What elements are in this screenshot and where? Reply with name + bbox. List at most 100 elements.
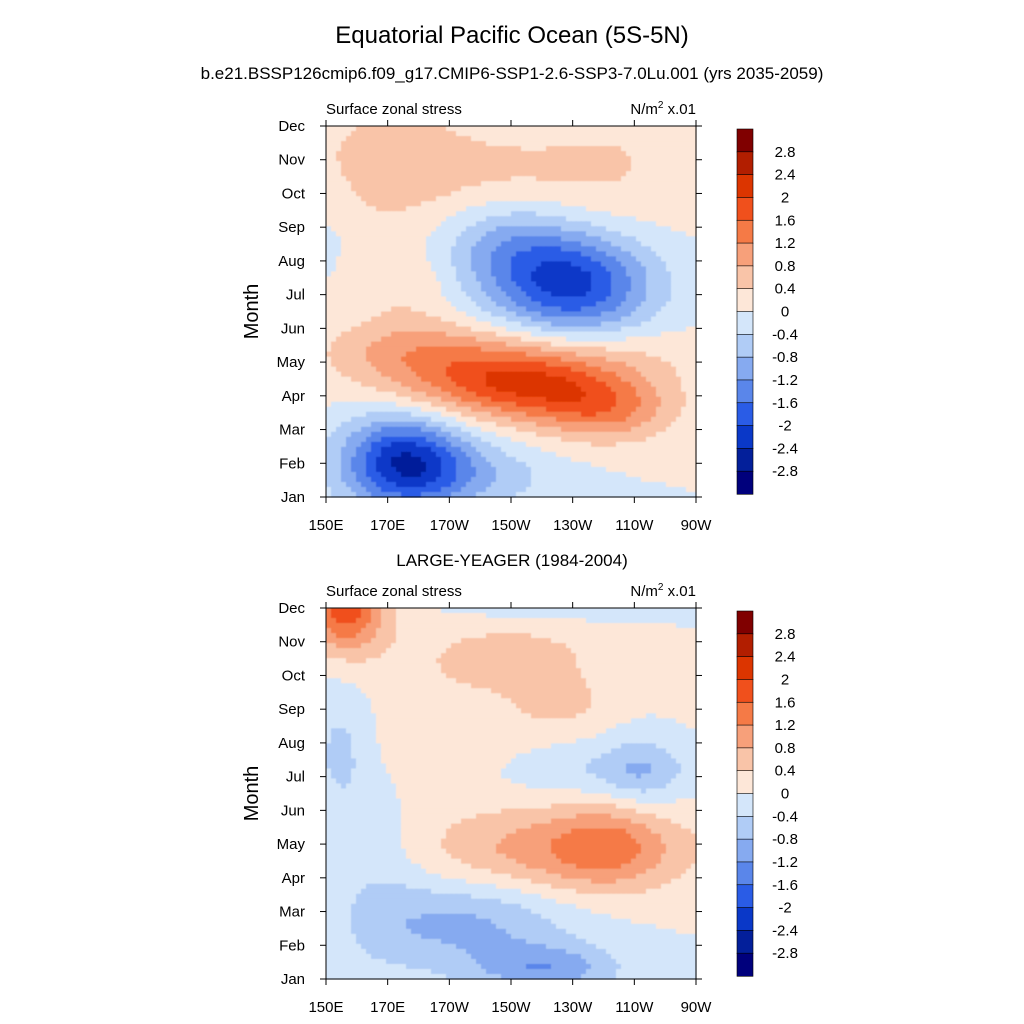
field-cell [656, 431, 662, 438]
field-cell [361, 226, 367, 232]
field-cell [566, 281, 572, 288]
field-cell [351, 371, 357, 378]
field-cell [366, 306, 372, 313]
field-cell [471, 276, 477, 283]
field-cell [561, 431, 567, 438]
field-cell [476, 306, 482, 313]
field-cell [571, 246, 577, 252]
field-cell [636, 441, 642, 448]
field-cell [556, 326, 562, 333]
field-cell [346, 156, 352, 162]
field-cell [636, 176, 642, 182]
field-cell [481, 141, 487, 147]
field-cell [416, 231, 422, 237]
field-cell [571, 371, 577, 378]
field-cell [661, 416, 667, 423]
field-cell [551, 246, 557, 252]
field-cell [476, 191, 482, 197]
field-cell [391, 326, 397, 333]
field-cell [401, 131, 407, 137]
field-cell [656, 221, 662, 227]
field-cell [331, 326, 337, 333]
field-cell [666, 406, 672, 413]
field-cell [516, 331, 522, 338]
field-cell [456, 206, 462, 212]
field-cell [381, 191, 387, 197]
field-cell [451, 321, 457, 328]
field-cell [556, 441, 562, 448]
field-cell [336, 461, 342, 468]
field-cell [426, 346, 432, 353]
field-cell [421, 406, 427, 413]
field-cell [346, 366, 352, 373]
field-cell [401, 416, 407, 423]
field-cell [656, 416, 662, 423]
field-cell [526, 431, 532, 438]
field-cell [351, 216, 357, 222]
field-cell [686, 181, 692, 187]
field-cell [436, 331, 442, 338]
field-cell [476, 391, 482, 398]
contour-field [326, 126, 697, 498]
field-cell [436, 311, 442, 318]
field-cell [621, 271, 627, 277]
field-cell [361, 381, 367, 388]
field-cell [426, 141, 432, 147]
field-cell [586, 226, 592, 232]
field-cell [606, 131, 612, 137]
field-cell [676, 161, 682, 167]
field-cell [381, 316, 387, 323]
field-cell [411, 431, 417, 438]
field-cell [651, 376, 657, 383]
field-cell [436, 341, 442, 348]
field-cell [441, 231, 447, 237]
field-cell [546, 236, 552, 242]
field-cell [376, 211, 382, 217]
field-cell [496, 456, 502, 463]
field-cell [366, 151, 372, 157]
field-cell [576, 301, 582, 308]
field-cell [461, 266, 467, 272]
field-cell [436, 126, 442, 132]
field-cell [581, 296, 587, 303]
field-cell [476, 136, 482, 142]
field-cell [616, 341, 622, 348]
field-cell [646, 436, 652, 443]
field-cell [416, 246, 422, 252]
field-cell [576, 336, 582, 343]
field-cell [421, 306, 427, 313]
field-cell [506, 171, 512, 177]
field-cell [341, 381, 347, 388]
field-cell [521, 131, 527, 137]
field-cell [531, 456, 537, 463]
field-cell [411, 201, 417, 207]
field-cell [411, 286, 417, 293]
field-cell [351, 211, 357, 217]
field-cell [616, 416, 622, 423]
field-cell [646, 196, 652, 202]
field-cell [581, 386, 587, 393]
field-cell [456, 391, 462, 398]
field-cell [556, 341, 562, 348]
field-cell [446, 211, 452, 217]
field-cell [646, 336, 652, 343]
field-cell [521, 431, 527, 438]
field-cell [491, 276, 497, 283]
field-cell [326, 281, 332, 288]
field-cell [411, 396, 417, 403]
field-cell [541, 151, 547, 157]
field-cell [586, 446, 592, 453]
field-cell [336, 141, 342, 147]
field-cell [681, 206, 687, 212]
field-cell [586, 401, 592, 408]
field-cell [636, 401, 642, 408]
field-cell [466, 326, 472, 333]
field-cell [381, 166, 387, 172]
field-cell [461, 401, 467, 408]
field-cell [476, 346, 482, 353]
field-cell [661, 296, 667, 303]
field-cell [626, 351, 632, 358]
field-cell [681, 256, 687, 262]
field-cell [471, 371, 477, 378]
field-cell [496, 156, 502, 162]
